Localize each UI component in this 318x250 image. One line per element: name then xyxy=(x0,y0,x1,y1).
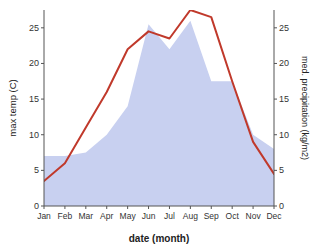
chart: 0 5 10 15 20 25 0 5 10 15 20 25 Jan Feb Mar Apr May Jun Ju… xyxy=(0,0,318,250)
x-tick-label: Jun xyxy=(142,211,156,221)
y-tick xyxy=(41,63,44,64)
x-tick xyxy=(44,206,45,209)
y-tick xyxy=(41,99,44,100)
y-tick-label: 20 xyxy=(29,58,39,68)
y2-tick-label: 10 xyxy=(279,130,289,140)
y-tick-label: 0 xyxy=(34,201,39,211)
x-tick-label: Nov xyxy=(246,211,262,221)
x-tick xyxy=(148,206,149,209)
x-tick xyxy=(127,206,128,209)
y-tick xyxy=(41,170,44,171)
x-tick xyxy=(190,206,191,209)
y2-tick-label: 25 xyxy=(279,23,289,33)
y2-axis-title: med. precipitation (kg/m2) xyxy=(300,56,310,160)
x-tick-label: Jul xyxy=(164,211,175,221)
x-tick xyxy=(274,206,275,209)
y2-tick xyxy=(274,170,277,171)
x-tick-label: Dec xyxy=(266,211,282,221)
x-tick xyxy=(64,206,65,209)
x-tick xyxy=(106,206,107,209)
y-tick-label: 10 xyxy=(29,130,39,140)
y-tick-label: 15 xyxy=(29,94,39,104)
y2-tick-label: 20 xyxy=(279,58,289,68)
temperature-line xyxy=(44,10,274,181)
y2-tick-label: 15 xyxy=(279,94,289,104)
y2-tick xyxy=(274,134,277,135)
precipitation-area xyxy=(44,21,274,206)
x-axis-line xyxy=(44,206,274,207)
y2-tick-label: 0 xyxy=(279,201,284,211)
plot-data xyxy=(44,10,274,206)
x-axis-title: date (month) xyxy=(129,233,190,244)
y2-tick-label: 5 xyxy=(279,165,284,175)
y-tick-label: 5 xyxy=(34,165,39,175)
x-tick-label: Aug xyxy=(183,211,198,221)
y2-tick xyxy=(274,63,277,64)
y-axis-line xyxy=(44,10,45,206)
x-tick-label: May xyxy=(120,211,137,221)
y-axis-title: max temp (C) xyxy=(7,79,18,137)
x-tick-label: Jan xyxy=(37,211,51,221)
y-tick-label: 25 xyxy=(29,23,39,33)
x-tick xyxy=(232,206,233,209)
x-tick-label: Sep xyxy=(204,211,219,221)
x-tick xyxy=(85,206,86,209)
x-tick-label: Apr xyxy=(100,211,113,221)
x-tick xyxy=(253,206,254,209)
x-tick-label: Oct xyxy=(226,211,240,221)
y-tick xyxy=(41,134,44,135)
x-tick xyxy=(169,206,170,209)
x-tick-label: Feb xyxy=(58,211,73,221)
x-tick xyxy=(211,206,212,209)
y-tick xyxy=(41,27,44,28)
axes: 0 5 10 15 20 25 0 5 10 15 20 25 Jan Feb Mar Apr May Jun Ju… xyxy=(29,10,289,221)
x-tick-label: Mar xyxy=(78,211,93,221)
y2-tick xyxy=(274,27,277,28)
y2-tick xyxy=(274,99,277,100)
y2-axis-line xyxy=(274,10,275,206)
